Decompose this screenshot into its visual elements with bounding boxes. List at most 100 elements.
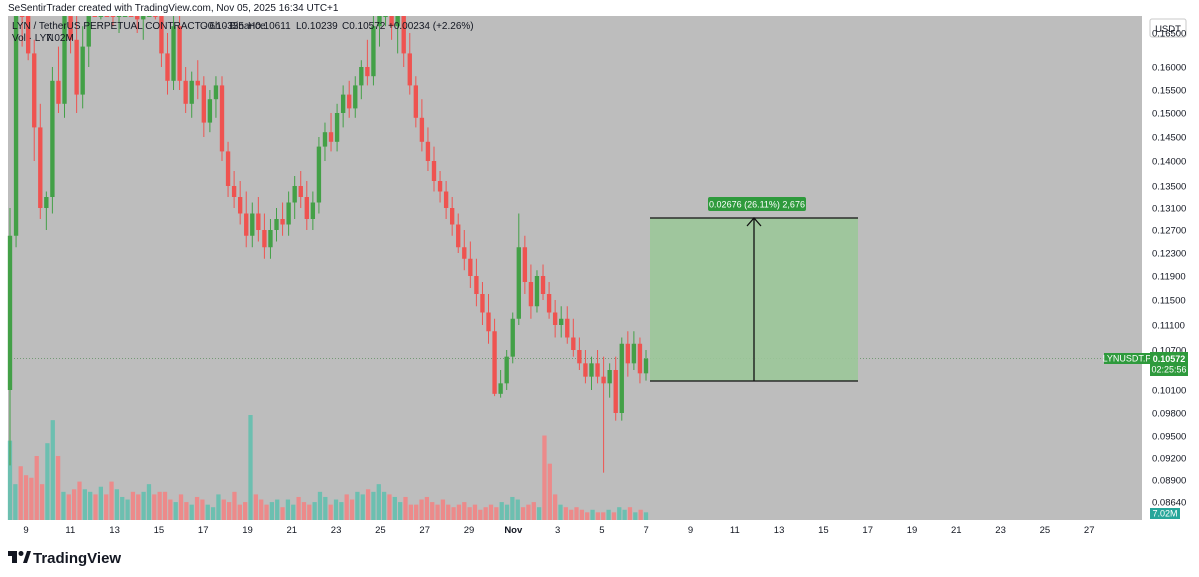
candle-body	[607, 370, 612, 384]
volume-bar	[328, 504, 333, 520]
price-axis-label: 0.13500	[1152, 182, 1186, 193]
time-axis-label: 3	[555, 525, 560, 536]
candle-body	[74, 39, 79, 95]
volume-bar	[61, 491, 66, 520]
price-axis[interactable]	[1142, 16, 1199, 520]
volume-bar	[430, 502, 435, 520]
candle-body	[153, 16, 158, 17]
legend-symbol-line: LYN / TetherUS PERPETUAL CONTRACT · 6h ·…	[12, 21, 474, 32]
candle-body	[328, 132, 334, 142]
candle-body	[437, 181, 443, 192]
time-axis-label: 5	[599, 525, 604, 536]
volume-bar	[643, 512, 649, 520]
volume-bar	[307, 504, 312, 520]
volume-bar	[553, 494, 558, 520]
volume-bar	[488, 504, 494, 520]
volume-bar	[98, 486, 103, 520]
candle-body	[298, 186, 303, 197]
volume-bar	[34, 456, 39, 520]
volume-bar	[595, 512, 601, 520]
candle-body	[631, 343, 637, 364]
candle-body	[213, 85, 219, 100]
candle-body	[462, 247, 467, 259]
candle-body	[207, 99, 213, 123]
volume-bar	[403, 496, 408, 520]
time-axis-label: 13	[109, 525, 120, 536]
volume-bar	[472, 504, 478, 520]
price-axis-label: 0.09500	[1152, 432, 1186, 443]
candle-body	[98, 16, 104, 17]
price-axis-label: 0.09800	[1152, 409, 1186, 420]
volume-bar	[387, 494, 392, 520]
candle-body	[583, 363, 588, 377]
candle-body	[62, 16, 67, 104]
symbol-tag-bg	[1104, 353, 1150, 364]
volume-bar	[333, 499, 339, 520]
time-axis-label: 19	[242, 525, 253, 536]
candle-body	[504, 356, 509, 384]
volume-bar	[184, 502, 189, 520]
time-axis-label: 21	[287, 525, 298, 536]
volume-bar	[66, 494, 71, 520]
volume-bar	[611, 512, 617, 520]
volume-bar	[462, 502, 467, 520]
volume-bar	[205, 504, 210, 520]
volume-bar	[243, 502, 248, 520]
candle-body	[534, 276, 540, 307]
price-axis-labels: 0.16500 0.16000 0.15500 0.15000 0.14500 0.140…	[1152, 29, 1186, 509]
candle-body	[353, 85, 358, 109]
candle-body	[237, 197, 243, 214]
time-axis-label: 19	[907, 525, 918, 536]
volume-bar	[499, 502, 504, 520]
plot-area[interactable]	[8, 16, 1142, 520]
candle-body	[171, 26, 176, 81]
candle-body	[559, 318, 564, 325]
candle-body	[365, 67, 370, 77]
candle-body	[498, 383, 503, 394]
volume-bar	[226, 502, 232, 520]
candle-body	[456, 224, 461, 248]
volume-bar	[371, 491, 376, 520]
volume-tag-bg	[1150, 508, 1180, 519]
currency-button[interactable]	[1149, 18, 1187, 38]
time-axis[interactable]	[0, 520, 1142, 540]
candle-body	[565, 318, 570, 338]
candle-body	[443, 191, 449, 208]
volume-bar	[542, 435, 547, 520]
volume-bar	[398, 502, 403, 520]
legend-volume-label[interactable]: Vol · LYN	[12, 33, 54, 44]
volume-bar	[478, 509, 483, 520]
candle-body	[135, 16, 140, 20]
volume-bar	[29, 477, 34, 520]
volume-bar	[125, 499, 130, 520]
candle-body	[625, 343, 631, 364]
volume-bar	[579, 509, 585, 520]
price-axis-label: 0.10700	[1152, 346, 1186, 357]
candle-body	[516, 247, 521, 319]
candle-body	[32, 53, 37, 128]
volume-bar	[536, 507, 542, 520]
volume-bar	[563, 507, 568, 520]
candle-body	[480, 294, 485, 313]
volume-bar	[617, 507, 622, 520]
legend-symbol[interactable]: LYN / TetherUS PERPETUAL CONTRACT · 6h ·…	[12, 21, 266, 32]
candle-body	[104, 16, 110, 17]
price-axis-label: 0.08640	[1152, 498, 1186, 509]
legend-volume-value: 7.02M	[46, 33, 74, 44]
candle-body	[425, 141, 431, 161]
measure-arrow-head	[746, 217, 762, 227]
candle-body	[310, 202, 316, 219]
candle-body	[613, 370, 618, 413]
candle-body	[347, 94, 352, 109]
volume-bar	[189, 504, 194, 520]
volume-bar	[365, 489, 371, 520]
volume-bar	[253, 494, 258, 520]
price-tag-countdown: 02:25:56	[1151, 365, 1186, 375]
volume-bar	[275, 499, 280, 520]
measure-tool[interactable]: 0.02676 (26.11%) 2,676	[650, 197, 858, 382]
volume-bar	[633, 512, 638, 520]
volume-bar	[355, 491, 360, 520]
currency-label: USDT	[1155, 24, 1181, 35]
volume-bar	[317, 491, 323, 520]
volume-bar	[173, 502, 178, 520]
